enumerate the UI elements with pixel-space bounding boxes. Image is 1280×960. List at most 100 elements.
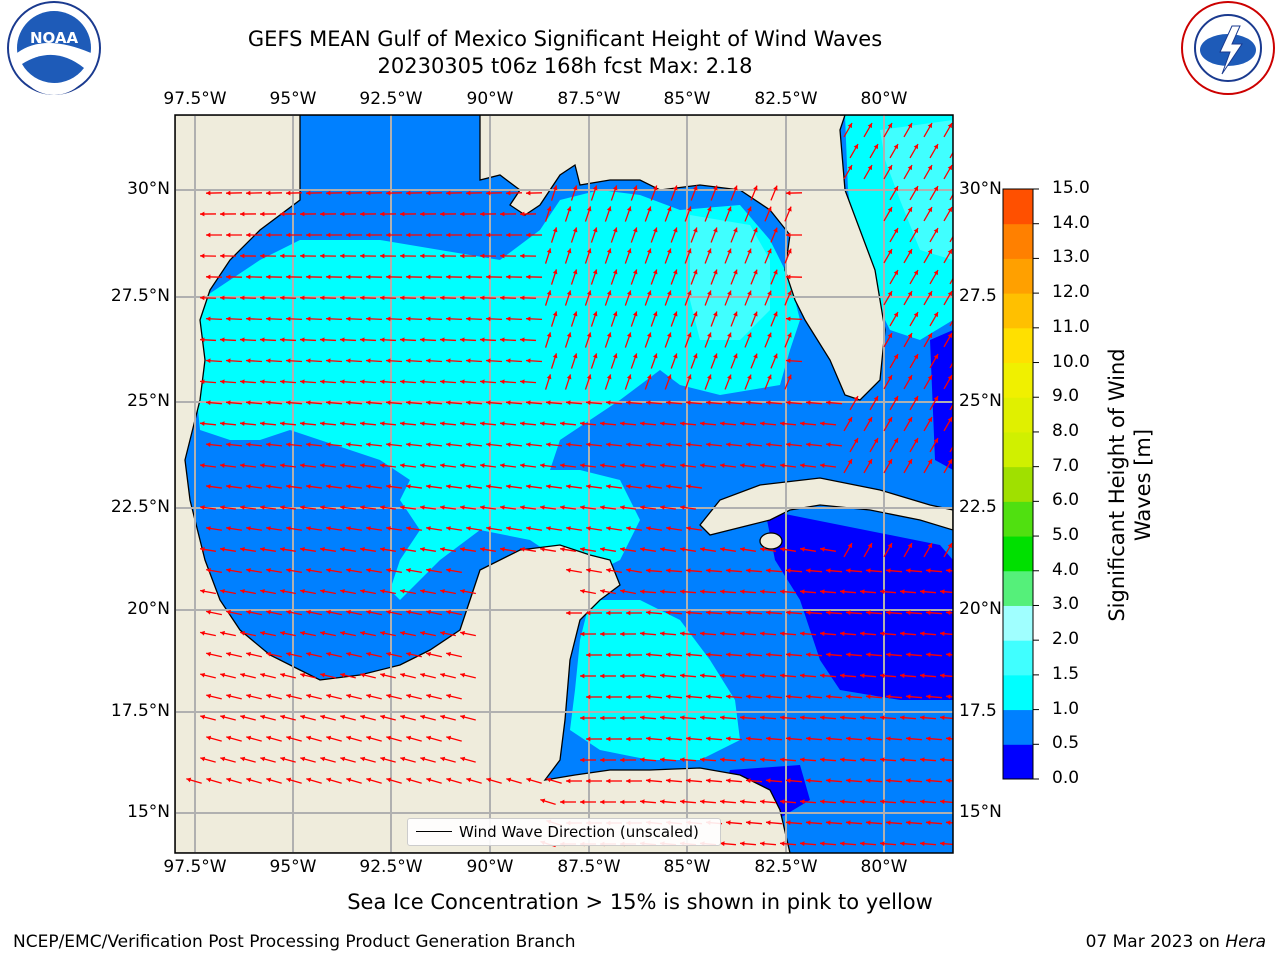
wave-arrow bbox=[586, 778, 602, 784]
wave-arrow bbox=[345, 358, 363, 364]
wave-arrow bbox=[699, 673, 717, 679]
wave-arrow bbox=[380, 588, 396, 595]
wave-arrow bbox=[919, 799, 937, 805]
wave-arrow bbox=[909, 227, 919, 243]
wave-arrow bbox=[505, 526, 523, 531]
wave-arrow bbox=[320, 672, 336, 679]
wave-arrow bbox=[600, 799, 616, 805]
wave-arrow bbox=[725, 442, 743, 447]
wave-arrow bbox=[923, 374, 933, 390]
wave-arrow bbox=[630, 185, 638, 201]
wave-arrow bbox=[710, 185, 718, 201]
wave-arrow bbox=[670, 269, 678, 285]
wave-arrow bbox=[465, 442, 483, 447]
wave-arrow bbox=[600, 715, 616, 721]
wave-arrow bbox=[325, 316, 343, 322]
wave-arrow bbox=[606, 694, 622, 700]
wave-arrow bbox=[200, 547, 216, 552]
wave-arrow bbox=[664, 248, 672, 264]
colorbar-frame bbox=[1002, 188, 1034, 780]
wave-arrow bbox=[923, 290, 933, 306]
wave-arrow bbox=[885, 694, 903, 700]
wave-arrow bbox=[570, 353, 578, 369]
lon-label-bottom: 80°W bbox=[860, 857, 908, 877]
wave-arrow bbox=[399, 337, 417, 343]
wave-arrow bbox=[366, 777, 382, 784]
wave-arrow bbox=[245, 526, 263, 531]
wave-arrow bbox=[586, 694, 602, 700]
wave-arrow bbox=[306, 693, 322, 700]
wave-arrow bbox=[460, 588, 476, 595]
wave-arrow bbox=[226, 651, 242, 658]
wave-arrow bbox=[300, 630, 316, 637]
wave-arrow bbox=[759, 715, 777, 721]
colorbar-tick-label: 8.0 bbox=[1052, 420, 1080, 441]
wave-arrow bbox=[679, 589, 697, 595]
wave-arrow bbox=[620, 631, 636, 637]
wave-arrow bbox=[883, 122, 893, 138]
wave-arrow bbox=[739, 589, 757, 595]
wave-arrow bbox=[883, 206, 893, 222]
colorbar-tick-label: 4.0 bbox=[1052, 559, 1080, 580]
wave-arrow bbox=[544, 248, 552, 264]
wave-arrow bbox=[719, 589, 737, 595]
lon-label-top: 92.5°W bbox=[359, 89, 423, 109]
wave-arrow bbox=[200, 588, 216, 595]
wave-arrow bbox=[939, 589, 953, 595]
wave-arrow bbox=[459, 253, 477, 259]
wave-arrow bbox=[863, 542, 873, 558]
wave-arrow bbox=[665, 736, 683, 742]
wave-arrow bbox=[645, 526, 663, 531]
wave-arrow bbox=[785, 736, 803, 742]
wave-arrow bbox=[699, 421, 717, 427]
wave-arrow bbox=[379, 463, 397, 468]
wave-arrow bbox=[685, 736, 703, 742]
wave-arrow bbox=[949, 361, 953, 369]
wave-arrow bbox=[925, 736, 943, 742]
wave-arrow bbox=[699, 757, 717, 763]
wave-arrow bbox=[325, 526, 343, 531]
wave-arrow bbox=[420, 756, 436, 763]
wave-arrow bbox=[626, 778, 642, 784]
wave-arrow bbox=[220, 672, 236, 679]
wave-arrow bbox=[359, 295, 377, 301]
wave-arrow bbox=[365, 232, 383, 238]
wave-arrow bbox=[899, 841, 917, 847]
wave-arrow bbox=[819, 589, 837, 595]
wave-arrow bbox=[465, 316, 483, 322]
wave-arrow bbox=[705, 778, 723, 784]
wave-arrow bbox=[843, 458, 853, 474]
wave-arrow bbox=[259, 295, 277, 301]
wave-arrow bbox=[739, 757, 757, 763]
wave-arrow bbox=[759, 631, 777, 637]
wave-arrow bbox=[200, 756, 216, 763]
wave-arrow bbox=[863, 164, 873, 180]
colorbar-segment bbox=[1003, 189, 1033, 225]
wave-arrow bbox=[784, 248, 792, 264]
wave-arrow bbox=[943, 206, 953, 222]
wave-arrow bbox=[199, 337, 217, 343]
wave-arrow bbox=[685, 442, 703, 447]
wave-arrow bbox=[745, 778, 763, 784]
lon-label-top: 87.5°W bbox=[557, 89, 621, 109]
wave-arrow bbox=[949, 193, 953, 201]
wave-arrow bbox=[280, 588, 296, 595]
wave-arrow bbox=[885, 778, 903, 784]
wave-arrow bbox=[206, 777, 222, 784]
wave-arrow bbox=[869, 395, 879, 411]
wave-arrow bbox=[765, 610, 783, 616]
legend-label: Wind Wave Direction (unscaled) bbox=[459, 823, 699, 841]
wave-arrow bbox=[705, 442, 723, 447]
wave-arrow bbox=[799, 799, 817, 805]
wave-arrow bbox=[659, 505, 677, 510]
wave-arrow bbox=[226, 609, 242, 616]
wave-arrow bbox=[240, 630, 256, 637]
wave-arrow bbox=[400, 756, 416, 763]
wave-arrow bbox=[719, 421, 737, 427]
wave-arrow bbox=[665, 610, 683, 616]
wave-arrow bbox=[650, 227, 658, 243]
wave-arrow bbox=[300, 588, 316, 595]
wave-arrow bbox=[205, 316, 223, 322]
wave-arrow bbox=[285, 526, 303, 531]
wave-arrow bbox=[859, 757, 877, 763]
